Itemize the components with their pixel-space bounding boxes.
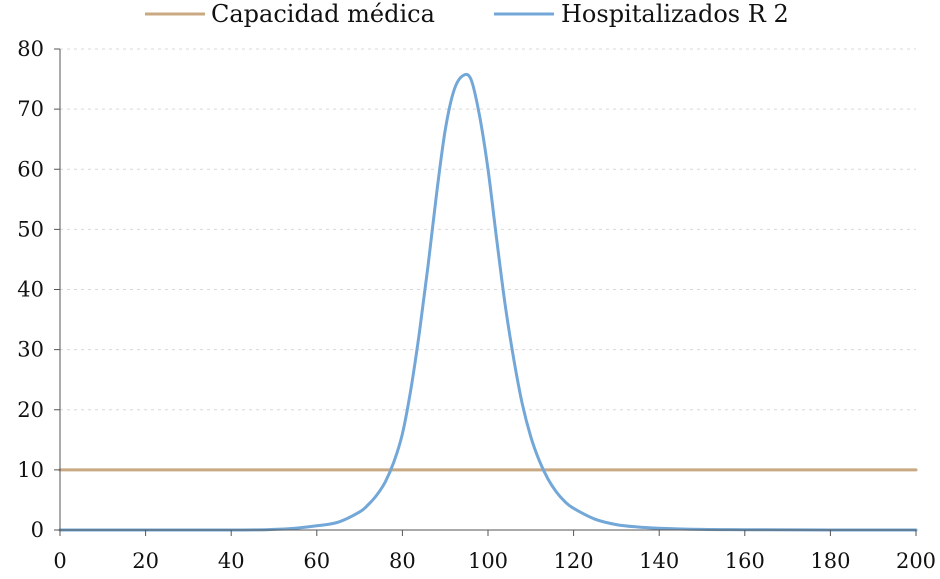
legend-label-1: Capacidad médica: [211, 0, 435, 28]
grid: [60, 48, 916, 471]
y-tick-label: 10: [17, 458, 44, 482]
x-tick-label: 120: [554, 549, 594, 573]
y-tick-label: 70: [17, 97, 44, 121]
axes: [54, 48, 917, 536]
x-tick-label: 100: [468, 549, 508, 573]
x-tick-label: 80: [389, 549, 416, 573]
y-tick-label: 80: [17, 37, 44, 61]
series-line-2: [58, 72, 918, 532]
x-tick-label: 0: [53, 549, 66, 573]
x-tick-label: 140: [639, 549, 679, 573]
legend-label-2: Hospitalizados R 2: [561, 0, 789, 28]
y-tick-label: 20: [17, 398, 44, 422]
series-layer: [58, 72, 918, 532]
y-tick-label: 30: [17, 338, 44, 362]
tick-labels: 0 10 20 30 40 50 60 70 80 0 20 40 60 80 100 120 140 160 18…: [17, 37, 936, 573]
x-tick-label: 200: [896, 549, 936, 573]
x-tick-label: 160: [725, 549, 765, 573]
y-tick-label: 60: [17, 157, 44, 181]
x-tick-label: 60: [303, 549, 330, 573]
x-tick-label: 40: [218, 549, 245, 573]
x-tick-label: 180: [810, 549, 850, 573]
y-tick-label: 50: [17, 217, 44, 241]
x-tick-label: 20: [132, 549, 159, 573]
legend: Capacidad médica Hospitalizados R 2: [145, 0, 789, 28]
y-tick-label: 0: [31, 518, 44, 542]
y-tick-label: 40: [17, 278, 44, 302]
